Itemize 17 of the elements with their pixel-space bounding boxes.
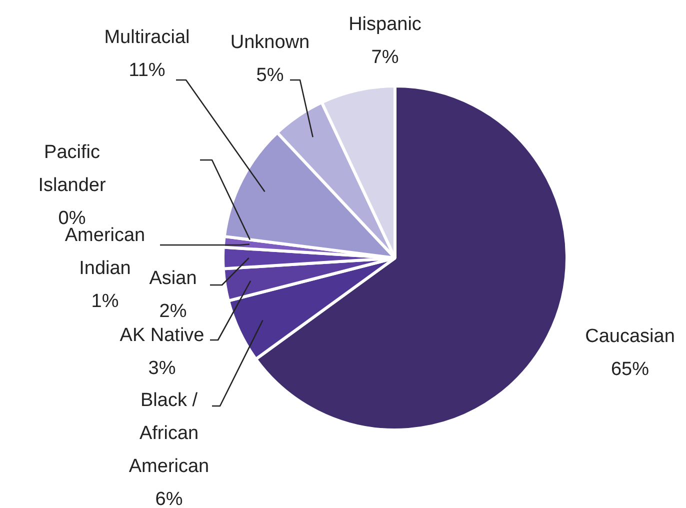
data-label: 3% xyxy=(148,358,176,380)
data-label: 2% xyxy=(159,301,187,322)
category-label: Pacific Islander xyxy=(38,142,106,196)
data-label: 11% xyxy=(128,60,166,82)
slice-label: Hispanic xyxy=(348,14,422,36)
data-label: 65% xyxy=(610,359,650,380)
slice-label: Unknown xyxy=(230,32,310,54)
slice-label: American Indian xyxy=(64,225,146,280)
slice-label: Black / African American xyxy=(128,390,210,478)
slice-label: Asian xyxy=(149,268,197,290)
data-label: 5% xyxy=(256,65,284,86)
slice-label: AK Native xyxy=(120,325,204,346)
data-label: 1% xyxy=(91,291,119,312)
slice-label: Caucasian xyxy=(585,326,675,348)
slice-label: Multiracial xyxy=(104,27,190,48)
data-label: 7% xyxy=(371,47,399,68)
data-label: 6% xyxy=(155,489,183,508)
